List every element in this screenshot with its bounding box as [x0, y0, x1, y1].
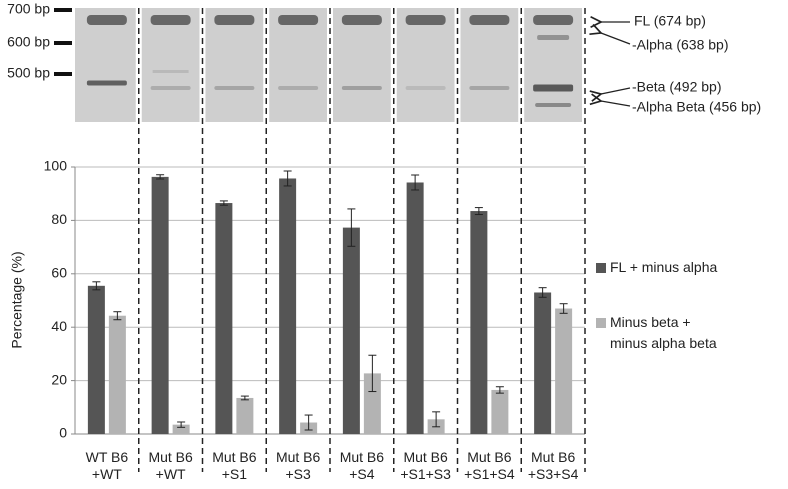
- gel-band: [341, 15, 382, 25]
- gel-band: [469, 15, 510, 25]
- y-tick-label: 80: [51, 211, 67, 227]
- x-tick-label: Mut B6 +S3: [275, 449, 321, 482]
- bar: [470, 211, 488, 434]
- bar: [342, 227, 360, 434]
- gel-band: [278, 86, 319, 90]
- marker-label: 500 bp: [7, 65, 50, 81]
- gel-lane: [141, 8, 200, 122]
- band-label: -Alpha (638 bp): [632, 37, 729, 53]
- gel-band: [405, 15, 446, 25]
- gel-band: [86, 80, 127, 86]
- y-tick-label: 60: [51, 265, 67, 281]
- legend-swatch: [596, 263, 606, 273]
- legend-label: FL + minus alpha: [610, 259, 718, 275]
- bar: [236, 397, 254, 434]
- bar: [363, 373, 381, 434]
- bar: [108, 315, 126, 434]
- y-axis-label: Percentage (%): [9, 251, 25, 348]
- gel-band: [152, 70, 189, 73]
- gel-lane: [460, 8, 519, 122]
- gel-band: [341, 86, 382, 90]
- gel-lane: [396, 8, 455, 122]
- y-tick-label: 40: [51, 318, 67, 334]
- y-tick-label: 20: [51, 371, 67, 387]
- marker-label: 600 bp: [7, 34, 50, 50]
- x-tick-label: Mut B6 +S4: [339, 449, 385, 482]
- bar: [279, 178, 297, 434]
- gel-band: [214, 86, 255, 90]
- gel-band: [150, 15, 191, 25]
- gel-band: [469, 86, 510, 90]
- gel-lane: [75, 8, 136, 122]
- x-tick-label: WT B6 +WT: [85, 449, 129, 482]
- gel-band: [533, 15, 574, 25]
- gel-band: [150, 86, 191, 90]
- gel-lane: [269, 8, 327, 122]
- bar: [151, 176, 169, 434]
- band-label: -Beta (492 bp): [632, 79, 722, 95]
- gel-lane: [205, 8, 264, 122]
- bar: [555, 308, 573, 434]
- bar: [87, 285, 105, 434]
- legend-label: Minus beta + minus alpha beta: [610, 314, 717, 351]
- marker-label: 700 bp: [7, 1, 50, 17]
- bar: [491, 389, 509, 434]
- bar: [172, 424, 190, 434]
- gel-band: [86, 15, 127, 25]
- gel-band: [535, 103, 572, 107]
- gel-band: [537, 35, 570, 40]
- x-tick-label: Mut B6 +WT: [148, 449, 193, 482]
- gel-band: [278, 15, 319, 25]
- x-tick-label: Mut B6 +S1+S3: [400, 449, 451, 482]
- x-tick-label: Mut B6 +S1+S4: [464, 449, 515, 482]
- gel-band: [533, 84, 574, 92]
- x-tick-label: Mut B6 +S1: [212, 449, 257, 482]
- band-label: -Alpha Beta (456 bp): [632, 99, 761, 115]
- gel-lane: [333, 8, 391, 122]
- band-label: FL (674 bp): [634, 13, 706, 29]
- gel-band: [405, 86, 446, 90]
- y-tick-label: 0: [59, 425, 67, 441]
- x-tick-label: Mut B6 +S3+S4: [527, 449, 579, 482]
- y-tick-label: 100: [44, 158, 68, 174]
- bar: [534, 292, 552, 434]
- gel-band: [214, 15, 255, 25]
- bar: [406, 182, 424, 434]
- arrows: [601, 22, 631, 107]
- bar: [215, 203, 233, 434]
- legend-swatch: [596, 318, 606, 328]
